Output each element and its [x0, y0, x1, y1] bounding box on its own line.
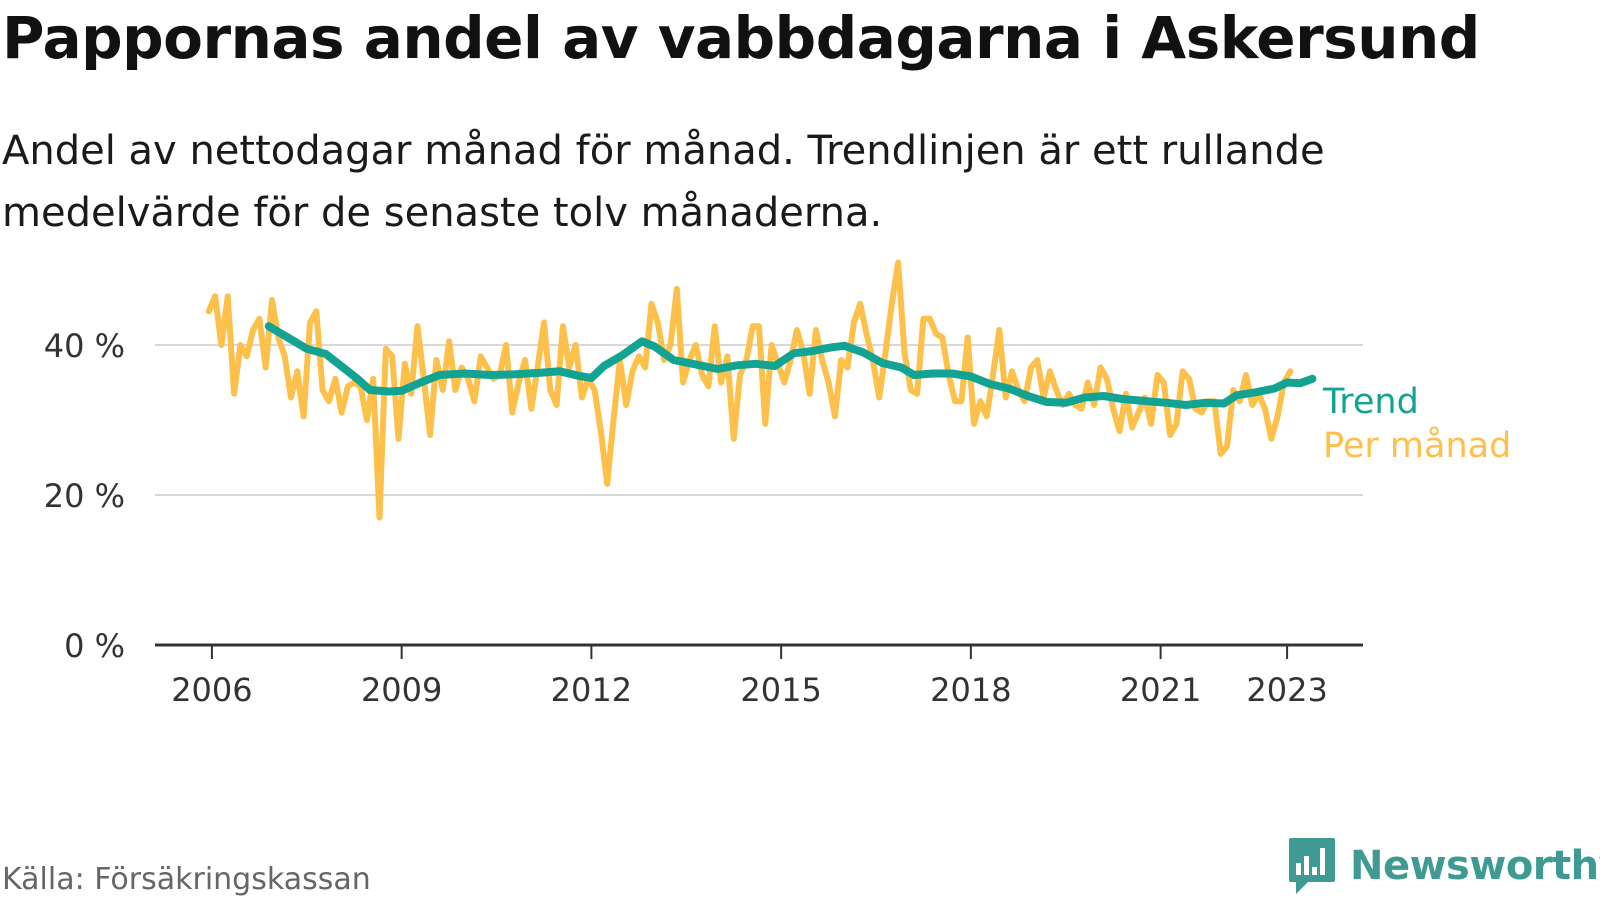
x-tick-label: 2015 — [740, 671, 821, 709]
brand-name: Newsworthy — [1350, 843, 1600, 889]
y-tick-label: 0 % — [64, 627, 125, 665]
source-note: Källa: Försäkringskassan — [2, 862, 371, 897]
x-tick-label: 2006 — [171, 671, 252, 709]
y-tick-label: 40 % — [44, 327, 125, 365]
x-tick-label: 2009 — [361, 671, 442, 709]
x-axis: 2006 2009 2012 2015 2018 2021 2023 — [155, 643, 1363, 709]
series-lines — [205, 259, 1317, 521]
x-tick-label: 2018 — [930, 671, 1011, 709]
bar-chart-speech-bubble-icon — [1289, 838, 1335, 894]
line-chart: 0 % 20 % 40 % 2006 2009 2012 2015 2018 2021 2023… — [44, 259, 1511, 709]
brand-logo: Newsworthy — [1288, 836, 1600, 896]
x-tick-label: 2023 — [1246, 671, 1327, 709]
y-tick-label: 20 % — [44, 477, 125, 515]
chart-title: Pappornas andel av vabbdagarna i Askersu… — [2, 4, 1480, 72]
legend-label-trend: Trend — [1322, 382, 1419, 422]
legend-label-monthly: Per månad — [1323, 425, 1511, 466]
x-tick-label: 2012 — [551, 671, 632, 709]
chart-subtitle: Andel av nettodagar månad för månad. Tre… — [2, 128, 1325, 236]
series-line-trend — [264, 322, 1317, 409]
x-tick-label: 2021 — [1120, 671, 1201, 709]
